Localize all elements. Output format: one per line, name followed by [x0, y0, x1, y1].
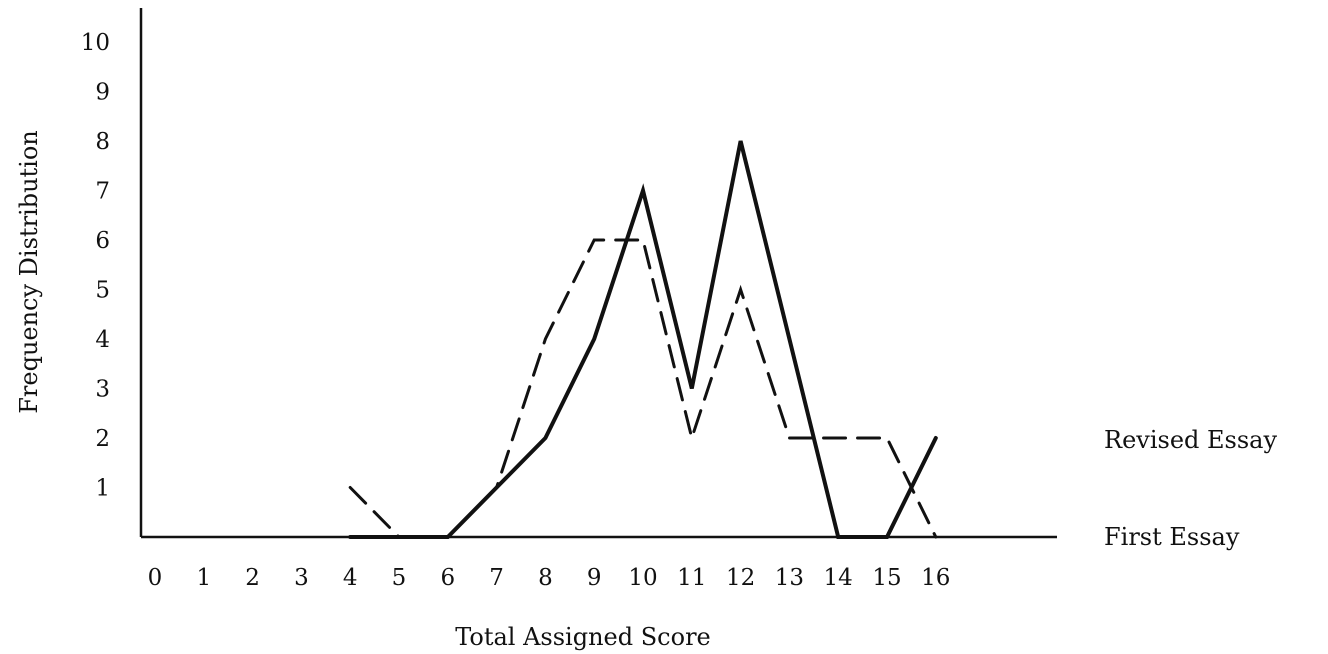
revised-essay-series-line: [348, 238, 938, 539]
y-tick-label: 5: [95, 278, 110, 304]
x-tick-label: 1: [196, 565, 211, 591]
x-tick-label: 5: [392, 565, 407, 591]
x-axis-title: Total Assigned Score: [455, 623, 711, 651]
x-tick-label: 4: [343, 565, 358, 591]
x-tick-label: 9: [587, 565, 602, 591]
y-tick-label: 2: [95, 426, 110, 452]
y-tick-label: 1: [95, 476, 110, 502]
legend-label: Revised Essay: [1104, 426, 1277, 454]
y-tick-label: 6: [95, 228, 110, 254]
y-tick-label: 4: [95, 327, 110, 353]
x-tick-label: 6: [440, 565, 455, 591]
x-tick-label: 15: [872, 565, 901, 591]
x-tick-label: 11: [677, 565, 706, 591]
y-tick-label: 8: [95, 129, 110, 155]
legend-label: First Essay: [1104, 523, 1240, 551]
legend: Revised Essay First Essay: [1104, 426, 1277, 551]
series-lines: [348, 140, 938, 539]
y-tick-label: 9: [95, 80, 110, 106]
x-tick-labels: 0 1 2 3 4 5 6 7 8 9 10 11 12 13 14 15 16: [148, 565, 951, 591]
x-tick-label: 0: [148, 565, 163, 591]
first-essay-series-line: [348, 140, 938, 539]
x-tick-label: 12: [726, 565, 755, 591]
y-tick-label: 7: [95, 179, 110, 205]
x-tick-label: 16: [921, 565, 950, 591]
y-axis-title: Frequency Distribution: [15, 130, 43, 414]
x-tick-label: 14: [824, 565, 853, 591]
x-tick-label: 10: [628, 565, 657, 591]
y-tick-label: 3: [95, 377, 110, 403]
x-tick-label: 8: [538, 565, 553, 591]
y-tick-labels: 1 2 3 4 5 6 7 8 9 10: [81, 30, 110, 502]
y-tick-label: 10: [81, 30, 110, 56]
x-tick-label: 13: [775, 565, 804, 591]
axes: [139, 8, 1057, 539]
x-tick-label: 7: [489, 565, 504, 591]
x-tick-label: 2: [245, 565, 260, 591]
x-tick-label: 3: [294, 565, 309, 591]
